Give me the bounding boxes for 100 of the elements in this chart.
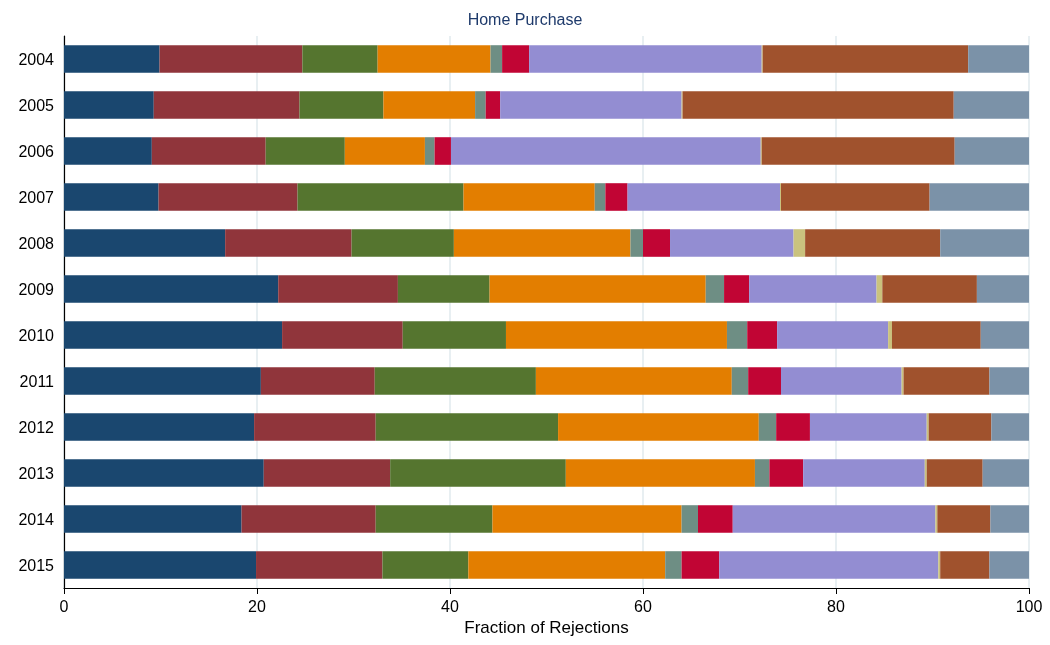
- y-tick-label: 2004: [18, 50, 55, 68]
- bar: [989, 367, 1029, 395]
- bar: [64, 459, 264, 487]
- bar: [492, 505, 682, 533]
- bar: [643, 229, 671, 257]
- bar: [937, 505, 991, 533]
- bar: [761, 137, 955, 165]
- bar: [726, 321, 748, 349]
- y-tick-label: 2015: [18, 556, 55, 574]
- bar: [754, 459, 770, 487]
- bar: [377, 45, 491, 73]
- bar: [809, 413, 927, 441]
- bar: [940, 551, 990, 579]
- bar: [980, 321, 1029, 349]
- y-tick-label: 2009: [18, 280, 55, 298]
- bar: [594, 183, 606, 211]
- bar: [256, 551, 383, 579]
- bar: [777, 321, 889, 349]
- bar: [453, 229, 631, 257]
- bar: [926, 459, 983, 487]
- y-tick-label: 2006: [18, 142, 55, 160]
- chart-title: Home Purchase: [467, 10, 583, 28]
- bar: [630, 229, 643, 257]
- bar: [781, 367, 902, 395]
- bar: [989, 551, 1029, 579]
- bar: [940, 229, 1029, 257]
- bar: [928, 413, 992, 441]
- bar: [158, 183, 298, 211]
- bar: [681, 551, 720, 579]
- bar: [489, 275, 706, 303]
- bar: [747, 321, 778, 349]
- bar: [731, 367, 749, 395]
- bar: [529, 45, 762, 73]
- bar: [468, 551, 666, 579]
- x-tick-label: 20: [248, 597, 266, 615]
- bar: [888, 321, 892, 349]
- bar: [383, 91, 476, 119]
- bar: [565, 459, 755, 487]
- bar: [64, 551, 257, 579]
- bar: [225, 229, 352, 257]
- bar: [781, 183, 930, 211]
- bar: [282, 321, 403, 349]
- bar: [397, 275, 490, 303]
- y-tick-label: 2007: [18, 188, 55, 206]
- bar: [278, 275, 398, 303]
- bar: [805, 229, 941, 257]
- bar: [390, 459, 566, 487]
- bar: [769, 459, 804, 487]
- bar: [241, 505, 376, 533]
- bar: [64, 137, 152, 165]
- bar: [758, 413, 777, 441]
- bar: [976, 275, 1029, 303]
- bar: [64, 413, 255, 441]
- bar: [434, 137, 451, 165]
- bar: [344, 137, 425, 165]
- bar: [732, 505, 936, 533]
- x-axis-title: Fraction of Rejections: [464, 617, 629, 637]
- bar: [748, 367, 781, 395]
- x-tick-label: 0: [59, 597, 69, 615]
- bar: [698, 505, 733, 533]
- y-tick-label: 2008: [18, 234, 55, 252]
- bar: [64, 505, 242, 533]
- bar: [762, 45, 969, 73]
- bar: [64, 367, 261, 395]
- bar: [749, 275, 877, 303]
- bar: [891, 321, 981, 349]
- bar: [265, 137, 345, 165]
- bar: [605, 183, 628, 211]
- bar: [263, 459, 391, 487]
- bar: [670, 229, 794, 257]
- y-tick-label: 2011: [19, 372, 55, 390]
- bar: [968, 45, 1029, 73]
- bar: [705, 275, 725, 303]
- bar: [64, 275, 279, 303]
- bar: [991, 413, 1029, 441]
- bar: [260, 367, 375, 395]
- bar: [64, 229, 226, 257]
- bar: [64, 91, 154, 119]
- bar: [665, 551, 682, 579]
- bar: [776, 413, 810, 441]
- x-tick-label: 40: [441, 597, 459, 615]
- bar: [485, 91, 501, 119]
- bar: [254, 413, 376, 441]
- bar: [982, 459, 1029, 487]
- bar: [151, 137, 266, 165]
- bar: [803, 459, 925, 487]
- y-tick-label: 2013: [18, 464, 55, 482]
- bar: [375, 413, 559, 441]
- x-tick-label: 100: [1015, 597, 1043, 615]
- bar: [375, 505, 493, 533]
- bar: [382, 551, 469, 579]
- bar: [490, 45, 503, 73]
- bar: [502, 45, 530, 73]
- bar: [64, 183, 159, 211]
- bar: [681, 505, 699, 533]
- bar: [724, 275, 750, 303]
- y-tick-label: 2010: [18, 326, 55, 344]
- bar: [953, 91, 1029, 119]
- bar: [505, 321, 727, 349]
- bar: [153, 91, 300, 119]
